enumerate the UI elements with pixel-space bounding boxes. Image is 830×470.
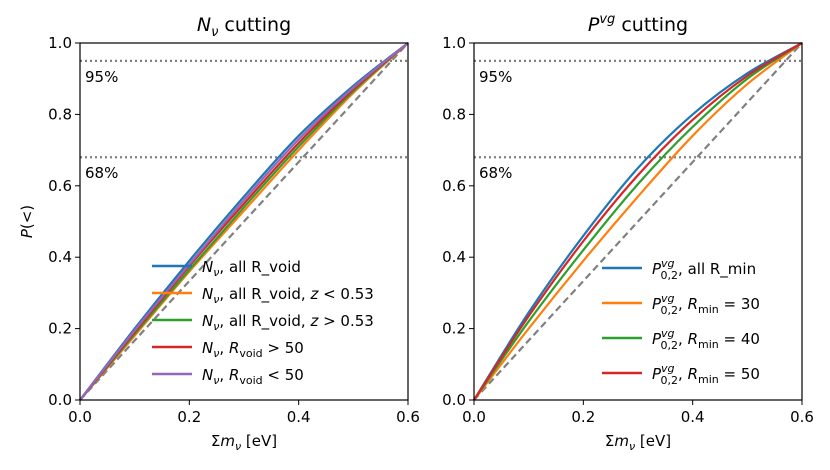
chart-title: Pvg cutting (588, 12, 688, 36)
y-tick-label: 1.0 (442, 34, 466, 52)
series-line-4 (79, 42, 409, 401)
x-tick-label: 0.0 (462, 408, 486, 426)
chart-title: Nν cutting (197, 14, 291, 40)
y-tick-label: 0.4 (442, 248, 466, 266)
x-tick-label: 0.6 (790, 408, 814, 426)
x-tick-label: 0.4 (287, 408, 311, 426)
series-line-2 (473, 42, 803, 401)
y-tick-label: 0.0 (48, 391, 72, 409)
y-tick-label: 0.0 (442, 391, 466, 409)
y-tick-label: 0.6 (48, 177, 72, 195)
series-line-1 (79, 42, 409, 401)
series-line-3 (79, 42, 409, 401)
reference-diagonal-line (79, 42, 409, 401)
y-tick-label: 0.4 (48, 248, 72, 266)
x-tick-label: 0.2 (571, 408, 595, 426)
series-line-0 (79, 42, 409, 401)
x-tick-label: 0.0 (68, 408, 92, 426)
chart-panel-n-nu-cutting: 95% 68% 0.0 0.2 0.4 0.6 0.0 0.2 0.4 0.6 0.8 1.0 Nν c… (18, 14, 420, 453)
legend-label-0: Nν​, all R_void (202, 258, 301, 279)
x-tick-label: 0.6 (396, 408, 420, 426)
series-line-2 (79, 42, 409, 401)
y-axis-label: P(<) (18, 205, 36, 238)
chart-panel-pvg-cutting: 95% 68% 0.0 0.2 0.4 0.6 0.0 0.2 0.4 0.6 0.8 1.0 Pvg … (442, 12, 814, 453)
x-tick-label: 0.4 (681, 408, 705, 426)
legend-label-4: Nν​, Rvoid < 50 (202, 366, 304, 387)
y-tick-label: 0.8 (48, 105, 72, 123)
series-line-1 (473, 42, 803, 401)
x-tick-label: 0.2 (177, 408, 201, 426)
legend-label-1: Nν​, all R_void, z < 0.53 (202, 285, 374, 306)
confidence-label: 68% (479, 164, 512, 182)
y-tick-label: 0.6 (442, 177, 466, 195)
y-tick-label: 0.2 (48, 320, 72, 338)
confidence-label: 68% (85, 164, 118, 182)
legend-label-3: Nν​, Rvoid > 50 (202, 339, 304, 360)
y-tick-label: 0.8 (442, 105, 466, 123)
series-line-0 (473, 42, 803, 401)
plot-frame (79, 42, 409, 401)
y-tick-label: 1.0 (48, 34, 72, 52)
plot-frame (473, 42, 803, 401)
y-tick-label: 0.2 (442, 320, 466, 338)
confidence-label: 95% (479, 68, 512, 86)
reference-diagonal-line (473, 42, 803, 401)
legend-label-2: Nν​, all R_void, z > 0.53 (202, 312, 374, 333)
x-axis-label: Σmν [eV] (605, 432, 671, 453)
series-line-3 (473, 42, 803, 401)
confidence-label: 95% (85, 68, 118, 86)
x-axis-label: Σmν [eV] (211, 432, 277, 453)
